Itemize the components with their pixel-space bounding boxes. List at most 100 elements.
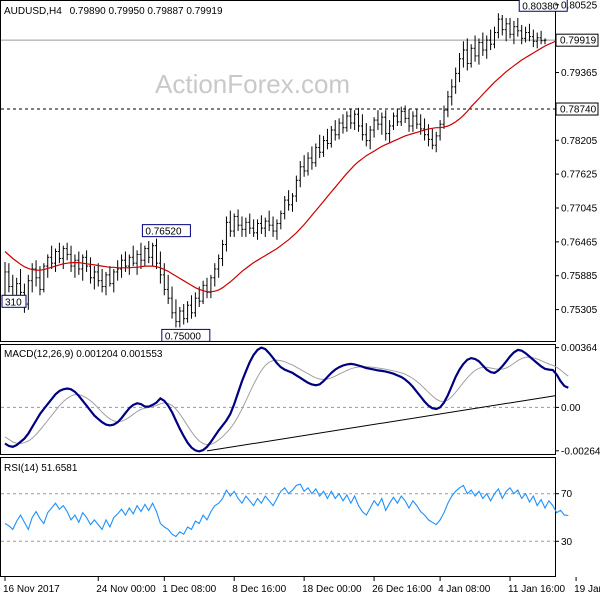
candle (100, 269, 104, 293)
candle (461, 41, 465, 68)
candle (458, 52, 462, 83)
candle (298, 160, 302, 188)
candle (213, 263, 217, 287)
candle (182, 304, 186, 325)
candle (34, 260, 38, 287)
candle (201, 280, 205, 305)
candle (151, 242, 155, 267)
candle (376, 110, 380, 131)
candle (69, 245, 73, 272)
ohlc-header: 0.79890 0.79950 0.79887 0.79919 (70, 6, 223, 17)
candle (61, 245, 65, 270)
candle (73, 254, 77, 278)
candle (120, 254, 124, 278)
watermark: ActionForex.com (155, 69, 350, 99)
time-axis-tick-label: 1 Dec 08:00 (162, 584, 216, 595)
price-panel-header-symbol: AUDUSD,H4 0.79890 0.79950 0.79887 0.7991… (4, 6, 223, 17)
rsi-axis-tick-label: 30 (561, 537, 573, 548)
candle (290, 193, 294, 212)
candle (481, 32, 485, 56)
candle (524, 26, 528, 43)
time-axis-tick-label: 8 Dec 16:00 (232, 584, 286, 595)
macd-panel-frame (0, 344, 556, 455)
candle (96, 263, 100, 287)
candle (240, 216, 244, 237)
candle (500, 15, 504, 36)
candle (256, 219, 260, 240)
candle (407, 109, 411, 132)
candle (442, 105, 446, 129)
candle (438, 120, 442, 141)
candle (279, 210, 283, 230)
candle (232, 213, 236, 237)
candle (508, 17, 512, 39)
candle (341, 114, 345, 134)
candle (92, 266, 96, 290)
candle (450, 79, 454, 106)
candle (193, 292, 197, 317)
candle (430, 128, 434, 150)
candle (65, 242, 69, 261)
price-axis-tick-label: 0.76465 (561, 237, 598, 248)
candle (353, 110, 357, 131)
candle (267, 210, 271, 232)
candle (224, 216, 228, 252)
candle (38, 266, 42, 296)
candle (388, 120, 392, 144)
candle (477, 38, 481, 65)
candle (539, 30, 543, 45)
macd-signal-line (4, 356, 569, 446)
time-axis-tick-label: 19 Jan 00:00 (574, 584, 600, 595)
candle (531, 29, 535, 48)
candle (504, 17, 508, 42)
current-price-tag (555, 33, 599, 47)
candle (302, 155, 306, 177)
price-annotation-label: 0.76520 (145, 227, 182, 238)
macd-line (4, 346, 569, 453)
candle (415, 109, 419, 129)
axes: 0.805250.799450.793650.787850.782050.776… (3, 0, 600, 595)
rsi-line (4, 483, 569, 538)
rsi-axis-tick-label: 70 (561, 489, 573, 500)
rsi-panel-frame (0, 457, 556, 577)
current-price-tag-label: 0.79919 (560, 36, 597, 47)
candle (520, 24, 524, 45)
candle (527, 23, 531, 42)
price-axis-tick-label: 0.75305 (561, 305, 598, 316)
candle (287, 190, 291, 211)
candle (263, 217, 267, 237)
level-tag-label: 0.78740 (560, 105, 597, 116)
candle (155, 238, 159, 270)
candle (314, 143, 318, 167)
rsi-panel-header: RSI(14) 51.6581 (4, 463, 78, 474)
macd-trendline (206, 395, 556, 452)
candle (543, 38, 547, 45)
candle (535, 32, 539, 49)
candle (364, 123, 368, 147)
candle (42, 263, 46, 293)
time-axis-tick-label: 11 Jan 16:00 (508, 584, 566, 595)
candle (81, 254, 85, 281)
candle (131, 245, 135, 267)
candle (19, 269, 23, 296)
candle (50, 245, 54, 270)
candle (112, 269, 116, 293)
candle (127, 254, 131, 275)
candle (46, 254, 50, 278)
candle (189, 295, 193, 319)
candle (123, 251, 127, 272)
moving-average-line (4, 38, 561, 293)
candle (244, 217, 248, 237)
candle (174, 299, 178, 328)
candle (178, 306, 182, 328)
candle (322, 135, 326, 157)
candle (116, 260, 120, 281)
price-axis-tick-label: 0.77625 (561, 170, 598, 181)
macd-axis-tick-label: 0.00 (561, 403, 581, 414)
candle (139, 242, 143, 270)
candle (411, 111, 415, 132)
candle (496, 13, 500, 39)
candle (325, 128, 329, 150)
candle (85, 250, 89, 272)
